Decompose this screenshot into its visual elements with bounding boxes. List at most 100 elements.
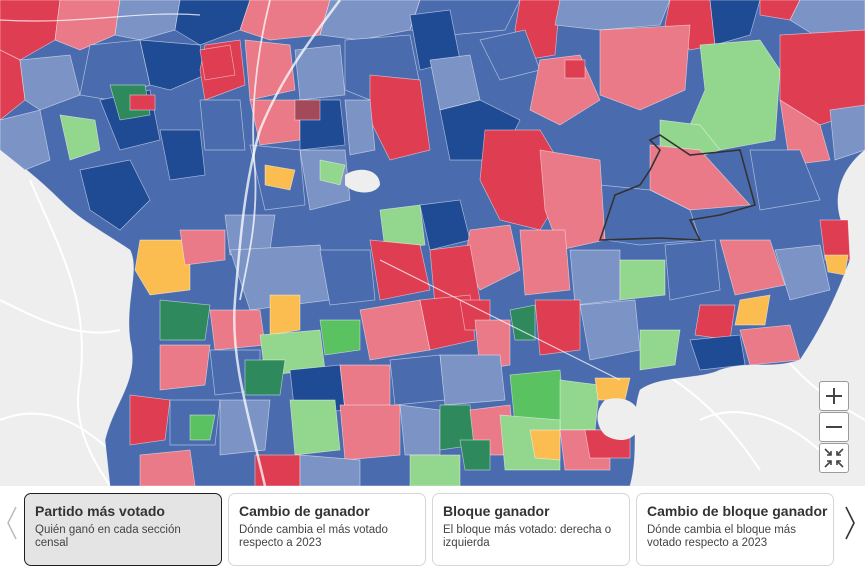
section[interactable] — [734, 294, 771, 326]
section[interactable] — [459, 439, 491, 471]
tab-bloque-ganador[interactable]: Bloque ganador El bloque más votado: der… — [432, 493, 630, 566]
section[interactable] — [19, 54, 81, 111]
zoom-out-button[interactable] — [819, 412, 849, 442]
section[interactable] — [779, 99, 831, 166]
section[interactable] — [159, 129, 206, 181]
zoom-in-button[interactable] — [819, 381, 849, 411]
section[interactable] — [689, 334, 746, 371]
section[interactable] — [639, 329, 681, 371]
section[interactable] — [749, 149, 821, 211]
section[interactable] — [79, 159, 151, 231]
section[interactable] — [339, 364, 391, 411]
section[interactable] — [114, 0, 181, 41]
section[interactable] — [739, 324, 801, 366]
collapse-icon — [824, 448, 844, 468]
section[interactable] — [0, 0, 61, 61]
choropleth-map[interactable] — [0, 0, 865, 487]
section[interactable] — [594, 377, 631, 401]
section[interactable] — [244, 39, 296, 101]
section[interactable] — [129, 394, 171, 446]
section[interactable] — [554, 0, 671, 31]
section[interactable] — [199, 99, 246, 151]
section[interactable] — [159, 344, 211, 391]
section[interactable] — [209, 309, 266, 351]
section[interactable] — [379, 204, 426, 251]
section[interactable] — [319, 319, 361, 356]
section[interactable] — [244, 359, 286, 396]
tab-description: Quién ganó en cada sección censal — [35, 524, 181, 549]
section[interactable] — [319, 0, 421, 41]
minus-icon — [826, 426, 842, 428]
section[interactable] — [199, 44, 236, 81]
view-selector: Partido más votado Quién ganó en cada se… — [0, 486, 865, 574]
section[interactable] — [139, 39, 206, 91]
tab-description: Dónde cambia el más votado respecto a 20… — [239, 524, 388, 549]
section[interactable] — [0, 109, 51, 171]
section[interactable] — [409, 454, 461, 486]
section[interactable] — [264, 164, 296, 191]
section[interactable] — [664, 239, 721, 301]
section[interactable] — [254, 454, 301, 486]
section[interactable] — [519, 229, 571, 296]
tab-cambio-de-bloque-ganador[interactable]: Cambio de bloque ganador Dónde cambia el… — [636, 493, 834, 566]
fit-view-button[interactable] — [819, 443, 849, 473]
section[interactable] — [59, 114, 101, 161]
tab-title: Bloque ganador — [443, 503, 550, 519]
section[interactable] — [709, 0, 761, 46]
tab-title: Cambio de ganador — [239, 503, 370, 519]
section[interactable] — [289, 399, 341, 456]
tab-partido-mas-votado[interactable]: Partido más votado Quién ganó en cada se… — [24, 493, 222, 566]
section[interactable] — [774, 244, 831, 301]
section[interactable] — [54, 0, 121, 51]
tab-description: Dónde cambia el bloque más votado respec… — [647, 524, 796, 549]
section[interactable] — [399, 404, 441, 456]
section[interactable] — [174, 0, 251, 46]
map-canvas[interactable] — [0, 0, 865, 486]
section[interactable] — [829, 104, 865, 161]
tab-cambio-de-ganador[interactable]: Cambio de ganador Dónde cambia el más vo… — [228, 493, 426, 566]
section[interactable] — [539, 149, 606, 251]
section[interactable] — [359, 299, 431, 361]
chevron-left-icon — [7, 506, 17, 540]
section[interactable] — [534, 299, 581, 356]
section[interactable] — [159, 299, 211, 341]
section[interactable] — [179, 229, 226, 266]
section[interactable] — [689, 39, 781, 151]
highways — [0, 0, 621, 486]
section[interactable] — [564, 59, 586, 79]
section[interactable] — [319, 159, 346, 186]
section[interactable] — [389, 354, 446, 406]
section[interactable] — [189, 414, 216, 441]
prev-button[interactable] — [2, 498, 22, 548]
section[interactable] — [649, 144, 751, 211]
section[interactable] — [299, 454, 361, 486]
census-sections[interactable] — [0, 0, 865, 486]
section[interactable] — [319, 249, 376, 306]
tab-title: Cambio de bloque ganador — [647, 503, 828, 519]
section[interactable] — [619, 259, 666, 301]
section[interactable] — [339, 404, 401, 461]
map-gap — [597, 398, 640, 440]
next-button[interactable] — [840, 498, 860, 548]
section[interactable] — [569, 249, 621, 306]
chevron-right-icon — [845, 506, 855, 540]
section[interactable] — [819, 219, 851, 261]
section[interactable] — [559, 379, 601, 431]
plus-icon — [826, 388, 842, 404]
section[interactable] — [139, 449, 196, 486]
section[interactable] — [129, 94, 156, 111]
section[interactable] — [579, 299, 641, 361]
section[interactable] — [439, 354, 506, 406]
section[interactable] — [344, 99, 376, 156]
section[interactable] — [294, 99, 321, 121]
section[interactable] — [509, 304, 536, 341]
tab-description: El bloque más votado: derecha o izquierd… — [443, 524, 612, 549]
section[interactable] — [719, 239, 786, 296]
section[interactable] — [599, 24, 691, 111]
section[interactable] — [219, 399, 271, 456]
section[interactable] — [269, 294, 301, 336]
section[interactable] — [529, 429, 561, 461]
section[interactable] — [824, 254, 849, 276]
section[interactable] — [294, 44, 346, 101]
section[interactable] — [694, 304, 736, 341]
